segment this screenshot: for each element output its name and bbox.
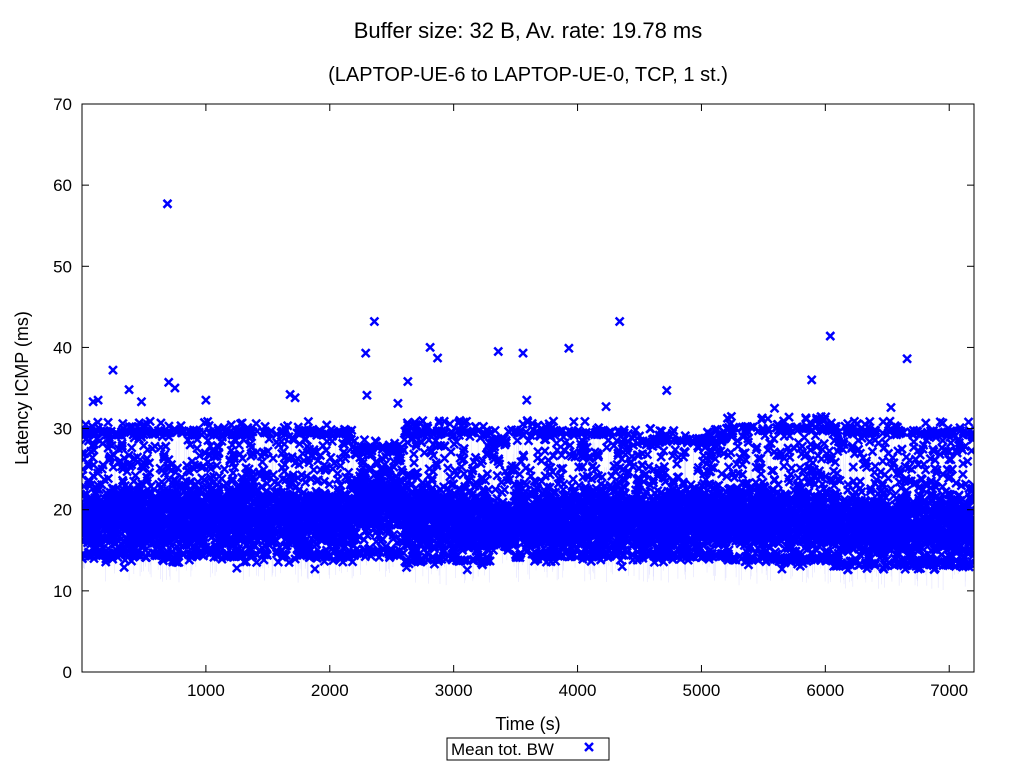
- data-point: [103, 417, 113, 428]
- data-point: [126, 442, 137, 453]
- plot-area: [82, 198, 974, 590]
- data-point: [442, 463, 453, 473]
- chart-subtitle: (LAPTOP-UE-6 to LAPTOP-UE-0, TCP, 1 st.): [328, 64, 728, 86]
- point-cloud: [82, 411, 974, 575]
- data-point: [219, 464, 230, 475]
- data-point: [303, 416, 314, 427]
- data-point: [273, 439, 284, 450]
- chart-title: Buffer size: 32 B, Av. rate: 19.78 ms: [354, 18, 703, 43]
- data-point: [332, 468, 343, 479]
- data-point: [409, 457, 419, 468]
- data-point: [150, 441, 160, 452]
